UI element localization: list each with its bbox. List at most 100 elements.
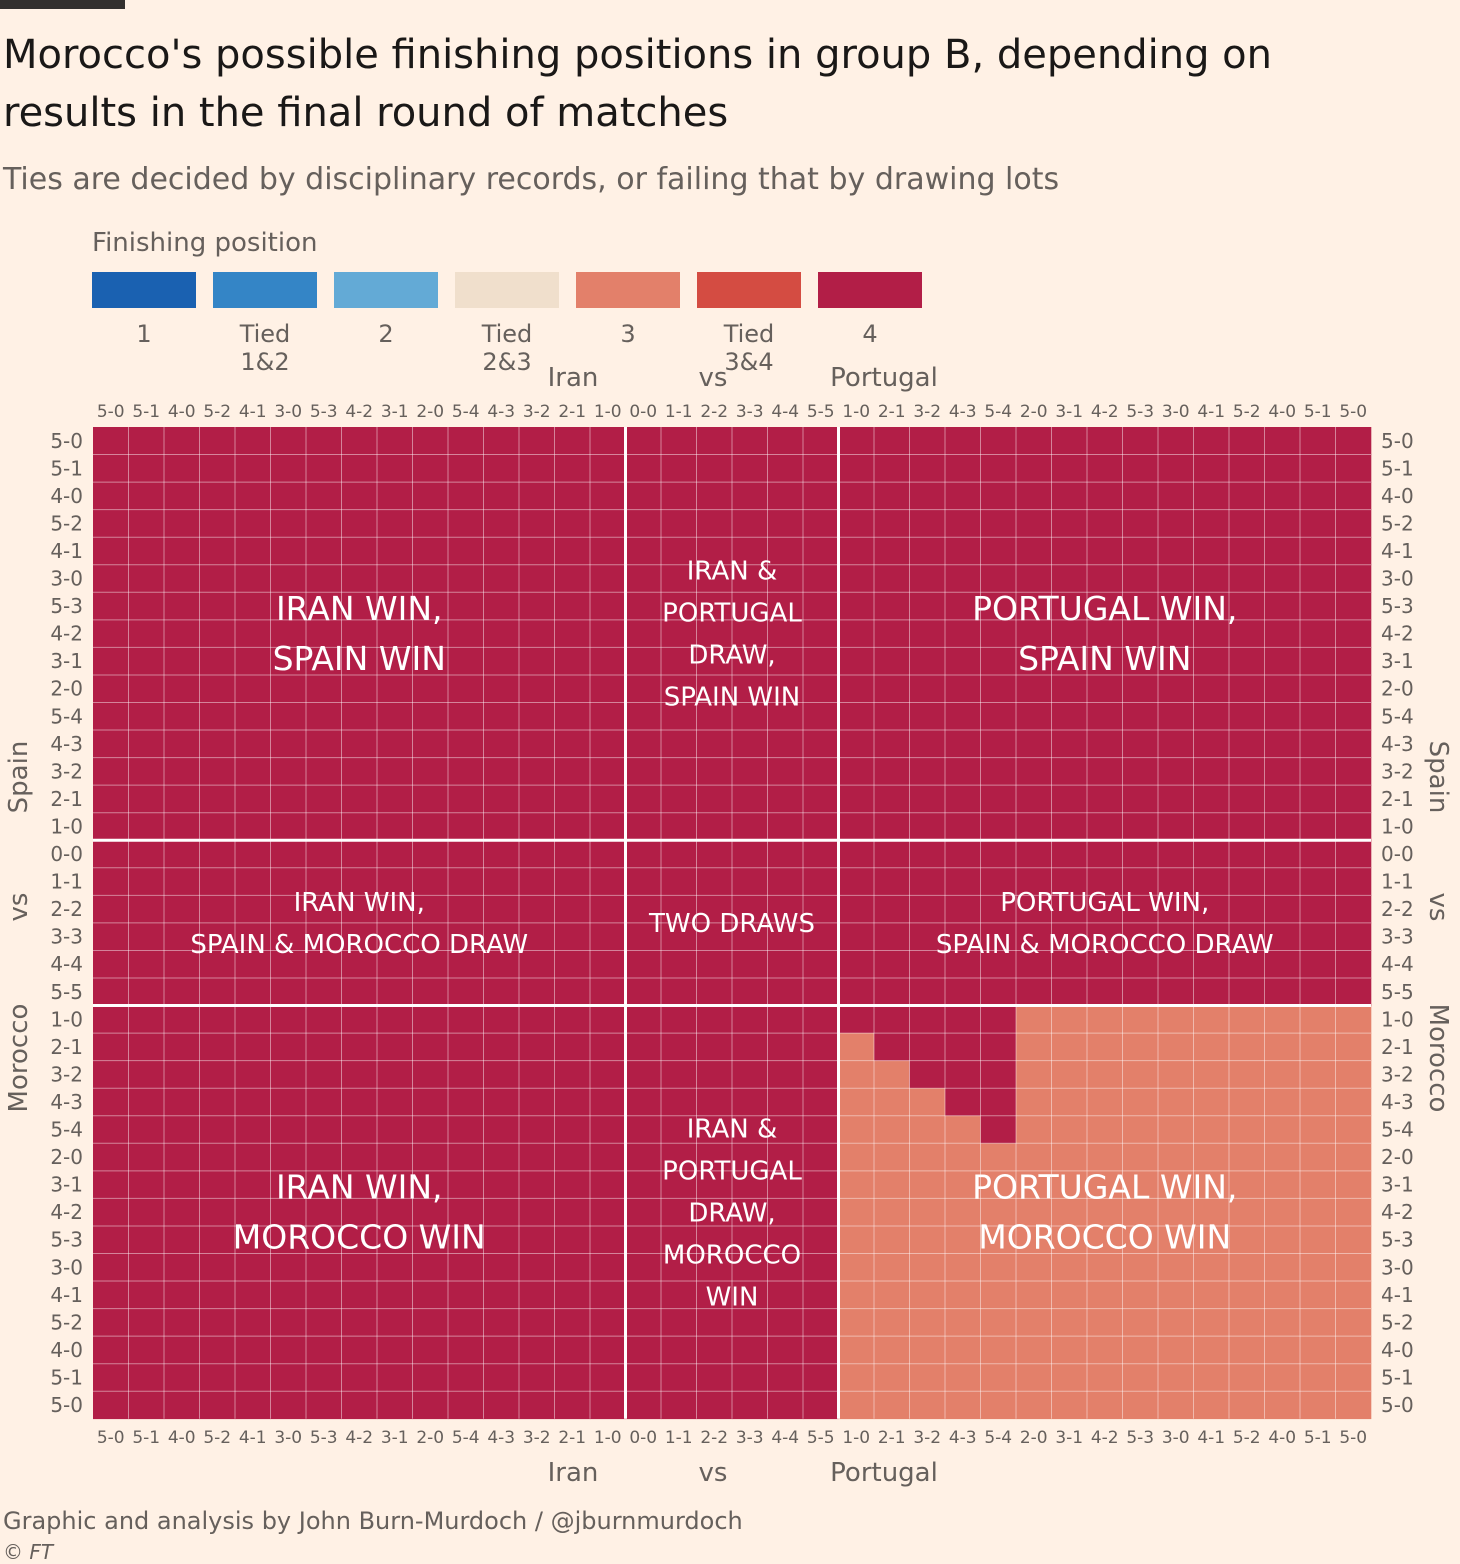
heatmap-cell <box>483 619 520 648</box>
heatmap-cell <box>838 674 875 703</box>
heatmap-cell <box>1051 509 1088 538</box>
heatmap-cell <box>235 978 271 1006</box>
heatmap-cell <box>341 647 378 676</box>
heatmap-cell <box>270 427 307 455</box>
heatmap-cell <box>554 1391 591 1420</box>
heatmap-cell <box>945 1033 981 1061</box>
heatmap-cell <box>590 812 626 841</box>
heatmap-cell <box>625 730 662 758</box>
heatmap-cell <box>412 1363 449 1392</box>
heatmap-cell <box>1335 702 1372 731</box>
heatmap-cell <box>1122 922 1159 951</box>
heatmap-cell <box>1051 427 1088 455</box>
heatmap-cell <box>590 427 626 455</box>
heatmap-cell <box>1016 1363 1052 1392</box>
heatmap-cell <box>1229 1115 1265 1144</box>
heatmap-cell <box>519 1115 555 1144</box>
heatmap-cell <box>1016 978 1052 1006</box>
heatmap-cell <box>1122 978 1159 1006</box>
heatmap-cell <box>838 564 875 593</box>
heatmap-cell <box>341 1170 378 1199</box>
heatmap-cell <box>945 867 981 896</box>
heatmap-cell <box>1229 1281 1265 1309</box>
heatmap-cell <box>980 812 1017 841</box>
heatmap-cell <box>1122 482 1159 510</box>
x-tick-label-bottom: 5-2 <box>203 1428 231 1448</box>
heatmap-cell <box>1264 1225 1301 1254</box>
heatmap-cell <box>1229 1225 1265 1254</box>
heatmap-cell <box>1051 1005 1088 1034</box>
heatmap-cell <box>1051 1225 1088 1254</box>
heatmap-cell <box>164 1033 200 1061</box>
heatmap-cell <box>945 978 981 1006</box>
heatmap-cell <box>732 1088 768 1117</box>
heatmap-cell <box>1229 482 1265 510</box>
region-label-line: SPAIN WIN <box>273 639 446 678</box>
heatmap-cell <box>199 619 236 648</box>
heatmap-cell <box>1300 702 1336 731</box>
heatmap-cell <box>590 454 626 483</box>
heatmap-cell <box>377 619 413 648</box>
heatmap-cell <box>732 1198 768 1227</box>
heatmap-cell <box>1051 1033 1088 1061</box>
heatmap-cell <box>1087 1143 1123 1172</box>
heatmap-cell <box>1158 1088 1194 1117</box>
heatmap-cell <box>909 647 946 676</box>
y-tick-label-right: 1-1 <box>1381 870 1414 894</box>
heatmap-cell <box>1051 922 1088 951</box>
heatmap-cell <box>1158 537 1194 566</box>
heatmap-cell <box>1335 922 1372 951</box>
heatmap-cell <box>696 1170 733 1199</box>
heatmap-cell <box>696 702 733 731</box>
region-label: IRAN & PORTUGAL DRAW, MOROCCO WIN <box>662 1114 802 1312</box>
heatmap-cell <box>1335 564 1372 593</box>
y-axis-title-left: Morocco <box>4 1004 34 1113</box>
heatmap-cell <box>377 1363 413 1392</box>
heatmap-cell <box>306 1170 342 1199</box>
heatmap-cell <box>1193 757 1230 786</box>
heatmap-cell <box>1193 730 1230 758</box>
heatmap-cell <box>1193 895 1230 924</box>
heatmap-cell <box>980 619 1017 648</box>
heatmap-cell <box>93 1225 129 1254</box>
heatmap-cell <box>128 1005 165 1034</box>
legend-item: Tied 3&4 <box>697 272 801 376</box>
heatmap-cell <box>1051 978 1088 1006</box>
heatmap-cell <box>874 978 910 1006</box>
heatmap-cell <box>412 1088 449 1117</box>
region-label-line: IRAN & <box>687 1114 777 1144</box>
heatmap-cell <box>199 564 236 593</box>
heatmap-cell <box>590 537 626 566</box>
heatmap-cell <box>1158 647 1194 676</box>
heatmap-cell <box>341 592 378 621</box>
x-tick-label-top: 2-1 <box>878 402 906 422</box>
heatmap-cell <box>164 702 200 731</box>
heatmap-cell <box>128 619 165 648</box>
heatmap-cell <box>909 978 946 1006</box>
heatmap-cell <box>1051 1088 1088 1117</box>
heatmap-cell <box>1051 1391 1088 1420</box>
heatmap-cell <box>164 537 200 566</box>
heatmap-cell <box>874 950 910 979</box>
y-tick-label-right: 3-1 <box>1381 1173 1414 1197</box>
x-tick-label-bottom: 1-1 <box>665 1428 693 1448</box>
heatmap-cell <box>767 922 804 951</box>
heatmap-cell <box>1335 867 1372 896</box>
heatmap-cell <box>1122 1336 1159 1364</box>
region-label: TWO DRAWS <box>648 909 815 939</box>
heatmap-cell <box>696 1391 733 1420</box>
x-tick-label-top: 3-0 <box>274 402 302 422</box>
heatmap-cell <box>235 1308 271 1337</box>
heatmap-cell <box>448 757 484 786</box>
y-tick-label-left: 1-0 <box>50 814 83 838</box>
heatmap-cell <box>590 674 626 703</box>
heatmap-cell <box>1335 1225 1372 1254</box>
heatmap-cell <box>199 1281 236 1309</box>
y-tick-label-left: 2-0 <box>50 1145 83 1169</box>
heatmap-cell <box>874 1088 910 1117</box>
heatmap-cell <box>767 647 804 676</box>
heatmap-cell <box>128 950 165 979</box>
heatmap-cell <box>980 730 1017 758</box>
heatmap-cell <box>696 509 733 538</box>
heatmap-cell <box>1016 619 1052 648</box>
